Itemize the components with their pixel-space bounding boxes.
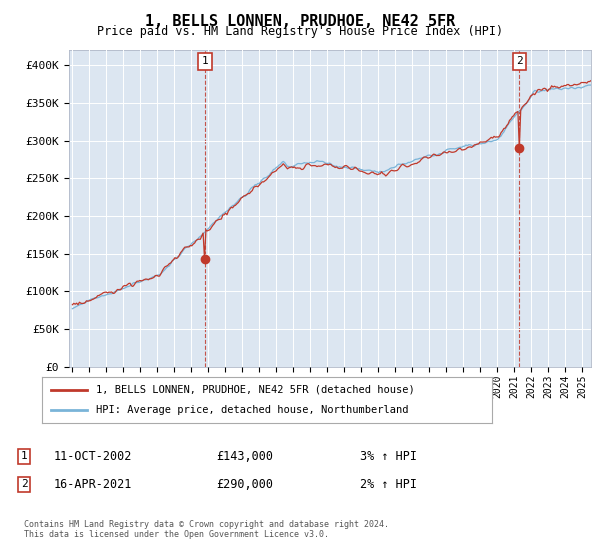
Text: £290,000: £290,000 <box>216 478 273 491</box>
Text: £143,000: £143,000 <box>216 450 273 463</box>
Text: 2% ↑ HPI: 2% ↑ HPI <box>360 478 417 491</box>
Text: 16-APR-2021: 16-APR-2021 <box>54 478 133 491</box>
Text: 1, BELLS LONNEN, PRUDHOE, NE42 5FR: 1, BELLS LONNEN, PRUDHOE, NE42 5FR <box>145 14 455 29</box>
Text: 2: 2 <box>20 479 28 489</box>
Text: Price paid vs. HM Land Registry's House Price Index (HPI): Price paid vs. HM Land Registry's House … <box>97 25 503 38</box>
Text: 1: 1 <box>20 451 28 461</box>
Text: 1: 1 <box>202 57 208 67</box>
Text: HPI: Average price, detached house, Northumberland: HPI: Average price, detached house, Nort… <box>96 405 409 415</box>
Text: 2: 2 <box>516 57 523 67</box>
Text: 1, BELLS LONNEN, PRUDHOE, NE42 5FR (detached house): 1, BELLS LONNEN, PRUDHOE, NE42 5FR (deta… <box>96 385 415 395</box>
Text: 3% ↑ HPI: 3% ↑ HPI <box>360 450 417 463</box>
Text: Contains HM Land Registry data © Crown copyright and database right 2024.
This d: Contains HM Land Registry data © Crown c… <box>24 520 389 539</box>
Text: 11-OCT-2002: 11-OCT-2002 <box>54 450 133 463</box>
